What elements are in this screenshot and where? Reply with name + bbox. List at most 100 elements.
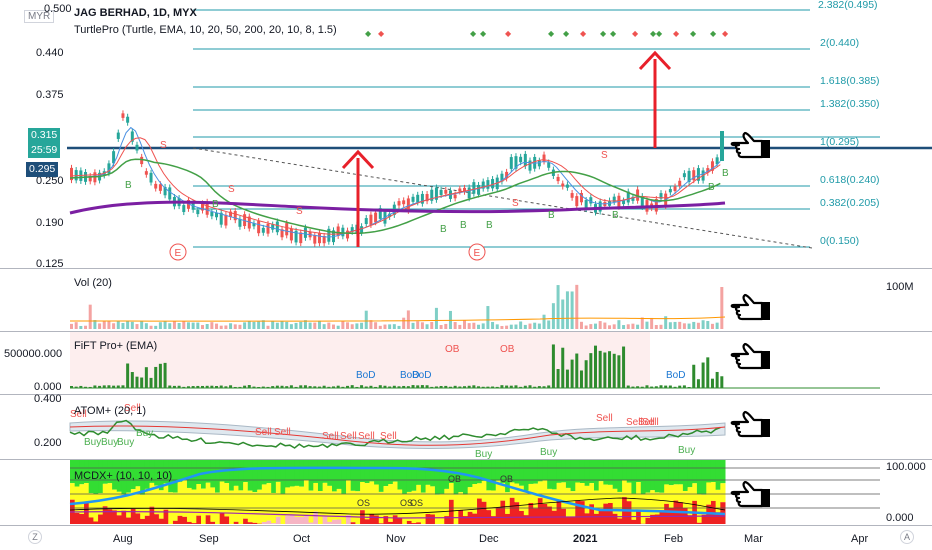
mcdx-green-bar <box>233 460 239 486</box>
fift-bar <box>668 385 672 388</box>
fift-pane[interactable]: OB OB BoD BoD BoD BoD FiFT Pro+ (EMA) 500000.… <box>0 332 932 394</box>
mcdx-yellow-bar <box>720 483 726 503</box>
pane-separator[interactable] <box>0 459 932 460</box>
mcdx-title[interactable]: MCDX+ (10, 10, 10) <box>74 470 173 482</box>
buy-marker: B <box>486 220 493 231</box>
candle-body <box>537 160 541 167</box>
mcdx-green-bar <box>715 460 721 490</box>
fift-bar <box>88 386 92 388</box>
fift-bar <box>364 386 368 388</box>
candle-body <box>411 196 415 202</box>
mcdx-green-bar <box>149 460 155 483</box>
volume-pane[interactable]: Vol (20) 100M <box>0 269 932 331</box>
mcdx-red-bar <box>224 516 230 524</box>
volume-bar <box>598 321 602 329</box>
volume-bar <box>247 321 251 329</box>
candle-body <box>556 176 560 182</box>
mcdx-red-bar <box>126 517 132 524</box>
mcdx-green-bar <box>477 460 483 484</box>
pane-separator[interactable] <box>0 394 932 395</box>
auto-scale-button[interactable]: A <box>900 530 914 544</box>
mcdx-yellow-bar <box>313 482 319 512</box>
mcdx-red-bar <box>177 515 183 524</box>
pane-separator[interactable] <box>0 268 932 269</box>
mcdx-yellow-bar <box>210 487 216 522</box>
candle-body <box>229 211 233 218</box>
volume-bar <box>88 304 92 329</box>
candle-body <box>519 156 523 163</box>
mcdx-yellow-bar <box>701 494 707 515</box>
pane-separator[interactable] <box>0 331 932 332</box>
fift-bar <box>388 386 392 388</box>
fift-bar <box>341 386 345 388</box>
mcdx-yellow-bar <box>673 484 679 501</box>
fift-bar <box>327 386 331 388</box>
mcdx-green-bar <box>682 460 689 491</box>
candle-body <box>402 200 406 205</box>
mcdx-yellow-bar <box>257 489 263 524</box>
candle-body <box>294 230 298 243</box>
mcdx-red-bar <box>664 503 670 524</box>
fift-bar <box>215 385 219 388</box>
volume-bar <box>299 321 303 329</box>
volume-bar <box>509 324 513 329</box>
signal-diamond: ◆ <box>673 29 680 38</box>
atom-sell-label: Sell <box>358 431 375 442</box>
fift-bar <box>257 386 261 388</box>
fift-bar <box>233 386 237 388</box>
candle-body <box>107 163 111 174</box>
mcdx-red-bar <box>158 518 165 524</box>
mcdx-red-bar <box>463 516 469 524</box>
price-pane[interactable]: ◆ ◆ ◆ ◆ ◆ ◆ ◆ ◆ ◆ ◆ ◆ ◆ ◆ ◆ ◆ ◆ ◆ B B B B B B B B B S S S S S E E MYR JA… <box>0 0 932 270</box>
mcdx-green-bar <box>121 460 127 495</box>
mcdx-red-bar <box>303 516 310 524</box>
zoom-reset-button[interactable]: Z <box>28 530 42 544</box>
volume-bar <box>622 325 626 329</box>
mcdx-red-bar <box>495 507 501 524</box>
candle-body <box>149 172 153 183</box>
candle-body <box>70 167 73 181</box>
volume-bar <box>172 321 176 329</box>
volume-title[interactable]: Vol (20) <box>74 277 112 289</box>
fib-level-label: 0.382(0.205) <box>820 197 880 209</box>
volume-bar <box>289 324 293 329</box>
candle-body <box>275 221 279 233</box>
fift-bar <box>355 386 359 388</box>
mcdx-red-bar <box>444 516 450 524</box>
bod-marker: BoD <box>412 370 431 381</box>
atom-pane[interactable]: Sell Sell Sell Sell Sell Sell Sell Sell Sell Sell… <box>0 393 932 460</box>
candle-body <box>158 184 162 191</box>
candle-body <box>224 214 228 226</box>
candle-body <box>322 236 326 244</box>
volume-bar <box>416 321 420 329</box>
mcdx-yellow-bar <box>154 485 160 515</box>
mcdx-red-bar <box>603 503 609 524</box>
atom-title[interactable]: ATOM+ (20, 1) <box>74 405 147 417</box>
volume-bar <box>556 285 560 329</box>
fift-bar <box>420 385 424 388</box>
candle-body <box>252 223 256 227</box>
fift-title[interactable]: FiFT Pro+ (EMA) <box>74 340 158 352</box>
fift-bar <box>275 385 279 388</box>
mcdx-red-bar <box>308 522 314 524</box>
currency-label[interactable]: MYR <box>24 10 55 23</box>
mcdx-green-bar <box>608 460 614 485</box>
volume-bar <box>430 321 434 329</box>
atom-sell-label: Sell <box>638 417 655 428</box>
indicator-title[interactable]: TurtlePro (Turtle, EMA, 10, 20, 50, 200,… <box>74 24 337 36</box>
volume-bar <box>121 323 125 329</box>
mcdx-yellow-bar <box>411 490 417 524</box>
buy-marker: B <box>125 180 132 191</box>
mcdx-pane[interactable]: OS OS OS OB OB MCDX+ (10, 10, 10) 100.000 0.… <box>0 460 932 532</box>
volume-bar <box>523 324 527 329</box>
mcdx-green-bar <box>172 460 179 493</box>
mcdx-green-bar <box>102 460 108 484</box>
mcdx-red-bar <box>294 516 300 524</box>
mcdx-ob-label: OB <box>448 474 461 484</box>
candle-body <box>219 212 223 225</box>
volume-bar <box>584 325 588 329</box>
fift-bar <box>149 377 153 388</box>
fift-bar <box>130 372 134 388</box>
